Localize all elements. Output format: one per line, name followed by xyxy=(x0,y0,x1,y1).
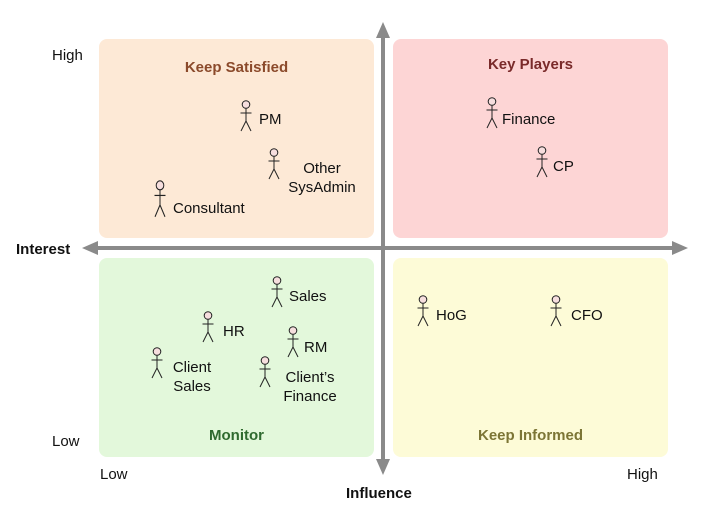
stakeholder-clients-finance-label: Client’s Finance xyxy=(277,368,343,406)
quadrant-keep-informed: Keep Informed xyxy=(393,258,668,457)
stakeholder-cp-label: CP xyxy=(553,158,574,175)
x-axis-low-label: Low xyxy=(100,466,128,483)
stakeholder-cfo-label: CFO xyxy=(571,307,603,324)
stakeholder-sales-label: Sales xyxy=(289,288,327,305)
y-axis-high-label: High xyxy=(52,47,83,64)
person-icon xyxy=(550,295,562,327)
stakeholder-finance-label: Finance xyxy=(502,111,556,128)
stakeholder-clients-finance-line1: Client’s xyxy=(285,369,335,386)
arrow-right-icon xyxy=(672,241,688,255)
stakeholder-pm-label: PM xyxy=(259,111,282,128)
stakeholder-other-sysadmin-line1: Other xyxy=(303,160,341,177)
person-icon xyxy=(271,276,283,308)
stakeholder-rm-label: RM xyxy=(304,339,328,356)
stakeholder-client-sales-label: Client Sales xyxy=(166,358,218,396)
person-icon xyxy=(202,311,214,343)
person-icon xyxy=(536,146,548,178)
stakeholder-other-sysadmin-line2: SysAdmin xyxy=(288,179,356,196)
x-axis-high-label: High xyxy=(627,466,658,483)
quadrant-title-key-players: Key Players xyxy=(487,56,574,73)
quadrant-monitor: Monitor xyxy=(99,258,374,457)
y-axis-low-label: Low xyxy=(52,433,80,450)
stakeholder-client-sales-line2: Sales xyxy=(173,378,211,395)
stakeholder-consultant-label: Consultant xyxy=(173,200,245,217)
x-axis-title: Influence xyxy=(346,485,412,502)
person-icon xyxy=(268,148,280,180)
quadrant-keep-satisfied: Keep Satisfied xyxy=(99,39,374,238)
person-icon xyxy=(486,97,498,129)
arrow-up-icon xyxy=(376,22,390,38)
person-icon xyxy=(287,326,299,358)
person-icon xyxy=(240,100,252,132)
person-icon xyxy=(153,180,167,218)
person-icon xyxy=(151,347,163,379)
quadrant-key-players: Key Players xyxy=(393,39,668,238)
quadrant-title-keep-satisfied: Keep Satisfied xyxy=(184,59,289,76)
arrow-down-icon xyxy=(376,459,390,475)
stakeholder-other-sysadmin-label: Other SysAdmin xyxy=(282,159,362,197)
arrow-left-icon xyxy=(82,241,98,255)
y-axis-title: Interest xyxy=(16,241,71,258)
stakeholder-client-sales-line1: Client xyxy=(172,359,212,376)
quadrant-title-keep-informed: Keep Informed xyxy=(477,427,583,444)
person-icon xyxy=(417,295,429,327)
stakeholder-hog-label: HoG xyxy=(436,307,467,324)
person-icon xyxy=(259,356,271,388)
quadrant-title-monitor: Monitor xyxy=(209,427,264,444)
stakeholder-hr-label: HR xyxy=(223,323,245,340)
stakeholder-clients-finance-line2: Finance xyxy=(283,388,337,405)
